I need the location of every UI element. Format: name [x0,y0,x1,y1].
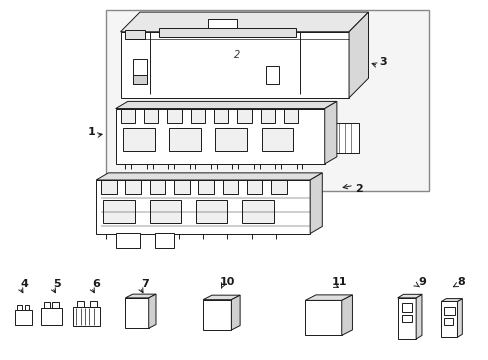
Bar [196,200,227,223]
Bar [122,128,154,152]
Bar [106,10,428,191]
Bar [15,310,31,325]
Polygon shape [309,173,322,234]
Bar [207,19,237,28]
Bar [266,66,278,84]
Bar [198,180,213,194]
Bar [149,200,181,223]
Bar [101,180,116,194]
Bar [103,200,135,223]
Bar [397,298,415,339]
Bar [329,123,358,153]
Bar [169,128,201,152]
Polygon shape [457,298,461,337]
Polygon shape [120,12,368,32]
Bar [260,109,275,123]
Bar [125,180,141,194]
Bar [190,109,204,123]
Polygon shape [397,294,421,298]
Bar [149,180,165,194]
Bar [132,75,147,84]
Text: 3: 3 [379,57,386,67]
Polygon shape [324,102,336,164]
Bar [125,298,148,328]
Bar [305,300,341,336]
Bar [44,302,50,308]
Polygon shape [116,102,336,109]
Bar [167,109,182,123]
Polygon shape [415,294,421,339]
Text: 4: 4 [21,279,29,289]
Bar [132,59,147,84]
Bar [96,180,309,234]
Bar [41,308,61,325]
Polygon shape [96,173,322,180]
Polygon shape [125,294,156,298]
Bar [271,180,286,194]
Text: 6: 6 [92,279,100,289]
Bar [401,315,411,322]
Text: 10: 10 [219,277,235,287]
Bar [213,109,228,123]
Bar [77,301,83,307]
Bar [215,128,246,152]
Bar [116,233,140,248]
Bar [52,302,59,308]
Polygon shape [148,294,156,328]
Text: 7: 7 [141,279,148,289]
Bar [401,303,411,312]
Polygon shape [305,295,352,300]
Text: 2: 2 [354,184,362,194]
Bar [120,109,135,123]
Bar [154,233,174,248]
Bar [159,28,295,37]
Polygon shape [231,295,240,330]
Text: 5: 5 [53,279,61,289]
Bar [441,301,457,337]
Bar [284,109,298,123]
Polygon shape [441,298,461,301]
Bar [116,109,324,164]
Bar [444,318,452,325]
Bar [261,128,292,152]
Bar [174,180,189,194]
Text: 11: 11 [331,277,346,287]
Bar [444,307,454,315]
Text: 9: 9 [417,277,425,287]
Bar [222,180,238,194]
Bar [25,305,29,310]
Bar [90,301,97,307]
Polygon shape [203,295,240,300]
Bar [18,305,22,310]
Bar [203,300,231,330]
Bar [242,200,273,223]
Polygon shape [348,12,368,98]
Text: 1: 1 [87,127,95,137]
Polygon shape [341,295,352,336]
Text: 2: 2 [234,50,240,60]
Text: 8: 8 [456,277,464,287]
Bar [143,109,158,123]
Bar [120,32,348,98]
Bar [246,180,262,194]
Bar [125,30,144,39]
Bar [237,109,251,123]
Bar [73,307,100,327]
